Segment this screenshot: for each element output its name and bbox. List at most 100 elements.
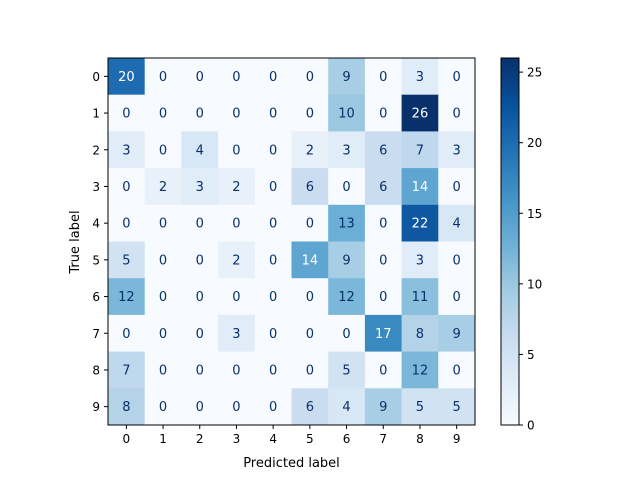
heatmap-cell <box>438 351 476 389</box>
heatmap-cell <box>438 58 476 96</box>
heatmap-cell <box>181 351 219 389</box>
cell-value-label: 0 <box>269 70 277 85</box>
heatmap-cell <box>438 168 476 206</box>
heatmap-cell <box>108 241 146 279</box>
cell-value-label: 0 <box>453 290 461 305</box>
heatmap-cell <box>218 388 256 426</box>
cell-value-label: 6 <box>306 400 314 415</box>
heatmap-cell <box>218 278 256 316</box>
heatmap-cell <box>144 351 182 389</box>
x-tick-label: 2 <box>196 432 204 446</box>
colorbar-tick-label: 0 <box>527 419 535 433</box>
y-tick-label: 0 <box>92 70 100 84</box>
cell-value-label: 0 <box>379 70 387 85</box>
heatmap-cell <box>364 131 402 169</box>
cell-value-label: 0 <box>269 290 277 305</box>
heatmap-cell <box>438 388 476 426</box>
cell-value-label: 12 <box>412 363 429 378</box>
cell-value-label: 26 <box>412 107 429 122</box>
cell-value-label: 0 <box>269 143 277 158</box>
cell-value-label: 9 <box>342 253 350 268</box>
cell-value-label: 0 <box>232 290 240 305</box>
cell-value-label: 0 <box>269 253 277 268</box>
cell-value-label: 0 <box>159 327 167 342</box>
x-tick-label: 9 <box>453 432 461 446</box>
heatmap-cell <box>401 351 439 389</box>
cell-value-label: 0 <box>159 400 167 415</box>
cell-value-label: 20 <box>118 70 135 85</box>
cell-value-label: 12 <box>118 290 135 305</box>
heatmap-cell-labels: 20 0 0 0 0 0 9 0 3 00 0 0 0 0 0 10 0 26 03 0 4 0 0 2 3 6 7 30 2 3 2 0 6 0… <box>118 70 461 415</box>
heatmap-cell <box>108 388 146 426</box>
heatmap-cell <box>144 204 182 242</box>
colorbar-tick-label: 25 <box>527 66 542 80</box>
heatmap-cell <box>438 314 476 352</box>
colorbar-tick-label: 20 <box>527 136 542 150</box>
heatmap-cell <box>254 131 292 169</box>
heatmap-cell <box>181 278 219 316</box>
heatmap-cell <box>328 278 366 316</box>
cell-value-label: 0 <box>232 363 240 378</box>
cell-value-label: 0 <box>196 290 204 305</box>
y-tick-label: 6 <box>92 290 100 304</box>
x-tick-label: 7 <box>379 432 387 446</box>
cell-value-label: 0 <box>232 107 240 122</box>
heatmap-cell <box>438 204 476 242</box>
cell-value-label: 0 <box>196 70 204 85</box>
x-tick-label: 6 <box>343 432 351 446</box>
cell-value-label: 3 <box>342 143 350 158</box>
cell-value-label: 8 <box>416 327 424 342</box>
cell-value-label: 0 <box>306 290 314 305</box>
cell-value-label: 4 <box>342 400 350 415</box>
y-tick-label: 8 <box>92 363 100 377</box>
heatmap-cell <box>291 94 329 132</box>
cell-value-label: 0 <box>196 253 204 268</box>
cell-value-label: 0 <box>342 327 350 342</box>
heatmap-cell <box>144 278 182 316</box>
y-tick-label: 7 <box>92 327 100 341</box>
heatmap-cell <box>401 241 439 279</box>
heatmap-cell <box>328 388 366 426</box>
cell-value-label: 13 <box>338 217 355 232</box>
cell-value-label: 2 <box>232 253 240 268</box>
y-axis-ticks: 0 1 2 3 4 5 6 7 8 9 <box>92 70 108 414</box>
cell-value-label: 0 <box>232 217 240 232</box>
cell-value-label: 0 <box>306 70 314 85</box>
cell-value-label: 0 <box>196 327 204 342</box>
cell-value-label: 0 <box>379 217 387 232</box>
cell-value-label: 3 <box>122 143 130 158</box>
cell-value-label: 0 <box>269 107 277 122</box>
heatmap-cell <box>401 204 439 242</box>
heatmap-cell <box>218 241 256 279</box>
heatmap-cell <box>181 204 219 242</box>
x-axis-label: Predicted label <box>243 456 340 471</box>
cell-value-label: 0 <box>159 217 167 232</box>
cell-value-label: 0 <box>342 180 350 195</box>
heatmap-cell <box>218 58 256 96</box>
cell-value-label: 0 <box>453 107 461 122</box>
cell-value-label: 12 <box>338 290 355 305</box>
heatmap-cell <box>144 131 182 169</box>
y-tick-label: 5 <box>92 253 100 267</box>
heatmap-cell <box>401 278 439 316</box>
heatmap-cell <box>291 351 329 389</box>
plot-frame <box>107 57 476 426</box>
heatmap-cell <box>254 314 292 352</box>
heatmap-cell <box>254 241 292 279</box>
heatmap-cell <box>328 131 366 169</box>
heatmap-cell <box>108 131 146 169</box>
cell-value-label: 5 <box>416 400 424 415</box>
heatmap-cell <box>291 241 329 279</box>
heatmap-cell <box>291 58 329 96</box>
heatmap-cell <box>218 314 256 352</box>
x-tick-label: 8 <box>416 432 424 446</box>
cell-value-label: 0 <box>306 217 314 232</box>
colorbar-ticks: 0 5 10 15 20 25 <box>519 66 542 433</box>
heatmap-cell <box>181 388 219 426</box>
cell-value-label: 0 <box>122 180 130 195</box>
heatmap-cell <box>401 58 439 96</box>
heatmap-cell <box>364 351 402 389</box>
heatmap-cell <box>328 314 366 352</box>
heatmap-cell <box>254 168 292 206</box>
